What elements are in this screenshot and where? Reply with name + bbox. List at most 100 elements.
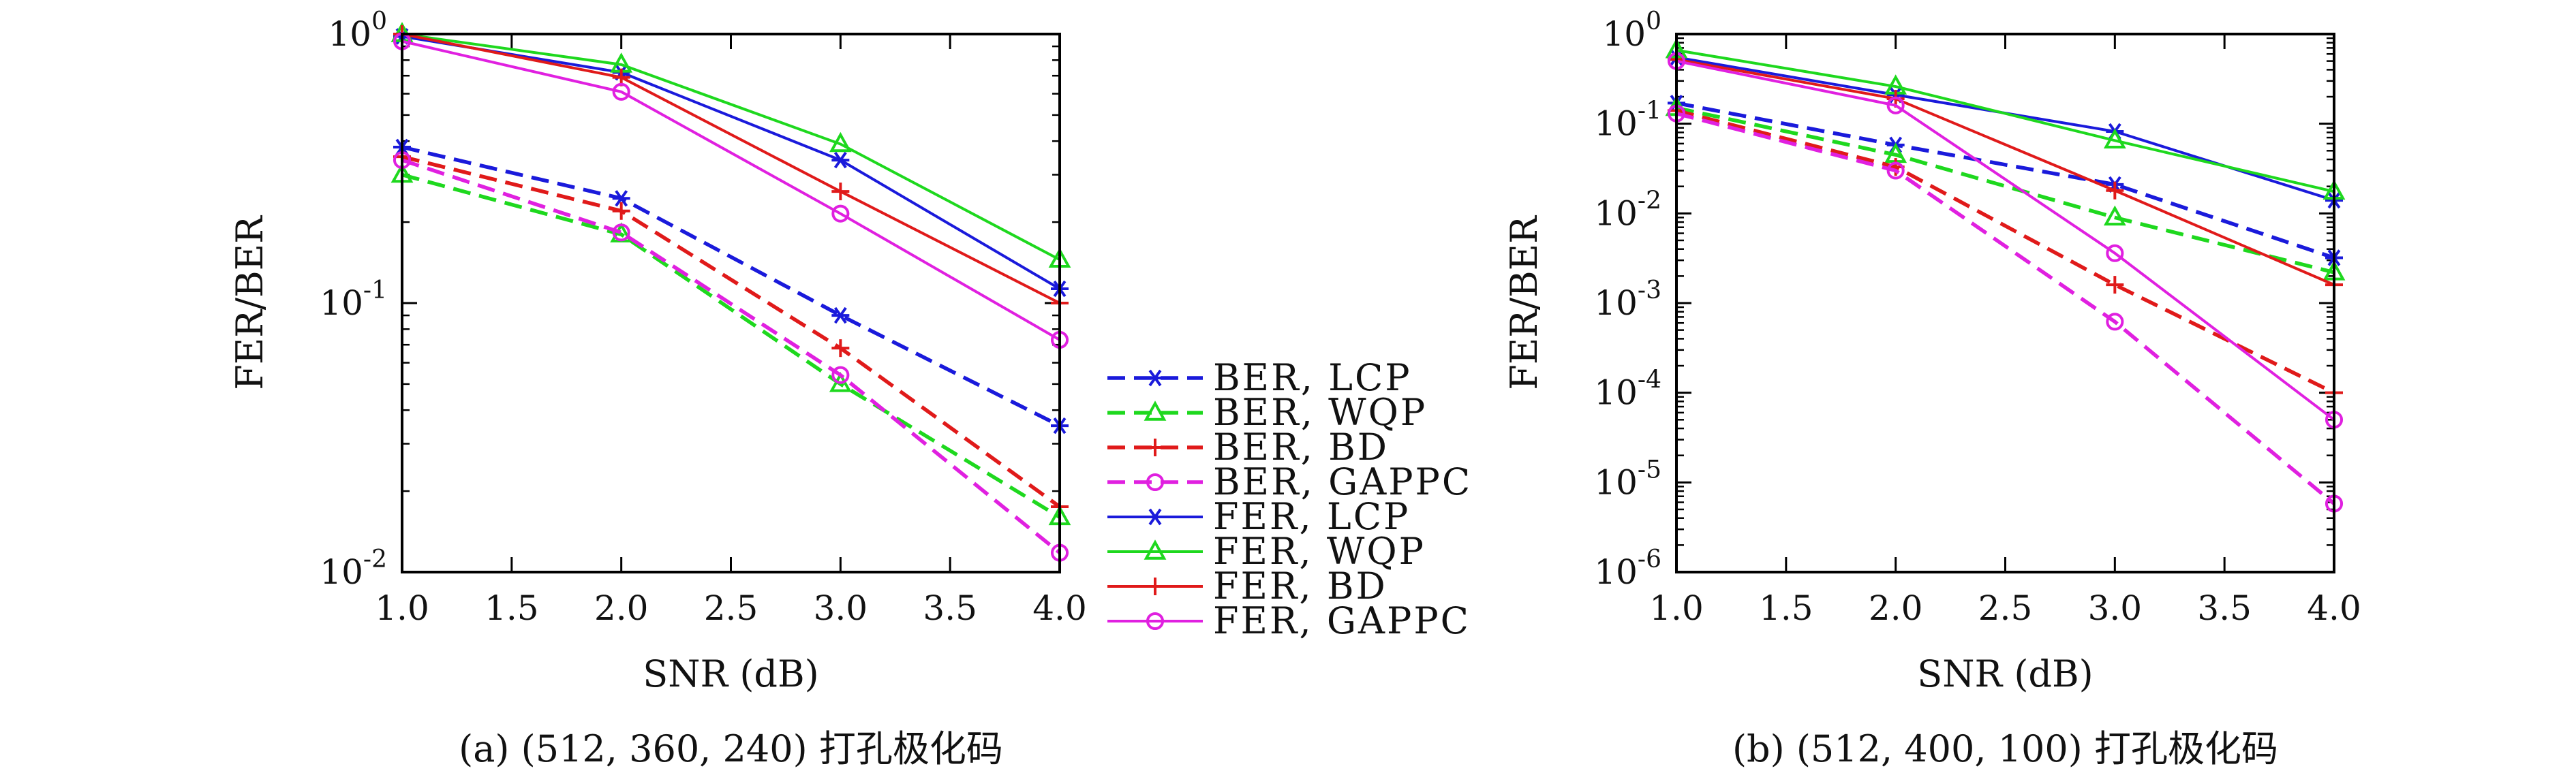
x-tick-label: 2.5 — [1978, 588, 2033, 628]
series-line-a-5 — [401, 33, 1060, 262]
y-tick-exponent: -3 — [1638, 277, 1661, 304]
x-axis-label: SNR (dB) — [643, 652, 818, 695]
series-line-a-7 — [401, 40, 1060, 341]
y-tick-exponent: -1 — [1638, 97, 1661, 125]
data-point-marker — [2106, 244, 2124, 262]
y-tick-label: 100 — [1602, 7, 1661, 54]
x-axis-label: SNR (dB) — [1917, 652, 2093, 695]
legend-entry: FER, GAPPC — [1107, 599, 1471, 642]
chart-caption: (a) (512, 360, 240) 打孔极化码 — [459, 727, 1003, 770]
series-line-a-0 — [401, 145, 1061, 428]
legend-entry: BER, BD — [1107, 426, 1389, 469]
y-tick-exponent: -6 — [1638, 546, 1661, 573]
y-tick-label: 10-1 — [1594, 97, 1661, 144]
y-tick-base: 10 — [1594, 104, 1638, 144]
series-line-a-6 — [401, 33, 1060, 304]
y-tick-exponent: 0 — [371, 7, 387, 35]
data-point-marker — [2103, 205, 2126, 226]
data-point-marker — [2103, 128, 2126, 149]
y-tick-base: 10 — [1594, 193, 1638, 233]
legend-entry: BER, GAPPC — [1107, 460, 1472, 503]
y-tick-exponent: -2 — [1638, 187, 1661, 215]
legend-entry: FER, LCP — [1107, 495, 1410, 538]
data-point-marker — [612, 223, 630, 242]
y-tick-label: 10-2 — [320, 546, 387, 592]
legend-label: BER, BD — [1213, 426, 1389, 469]
y-tick-base: 10 — [1594, 552, 1638, 592]
x-tick-label: 2.0 — [594, 588, 649, 628]
data-point-marker — [831, 339, 850, 358]
y-tick-label: 100 — [328, 7, 387, 54]
series-line-b-1 — [1676, 106, 2335, 274]
y-tick-exponent: 0 — [1646, 7, 1661, 35]
data-point-marker — [831, 183, 850, 201]
series-line-a-3 — [401, 158, 1061, 554]
plot-frame — [401, 33, 1061, 573]
legend-marker — [1146, 473, 1165, 492]
x-tick-label: 2.5 — [704, 588, 758, 628]
series-line-b-2 — [1676, 108, 2335, 395]
y-tick-base: 10 — [320, 283, 363, 323]
legend-entry: FER, BD — [1107, 565, 1387, 608]
legend-label: FER, LCP — [1213, 495, 1410, 538]
data-point-marker — [1886, 161, 1905, 180]
y-axis-label: FER/BER — [228, 215, 271, 390]
data-point-marker — [1886, 96, 1905, 114]
y-tick-base: 10 — [320, 552, 363, 592]
legend-entry: BER, LCP — [1107, 356, 1410, 399]
x-tick-label: 3.5 — [2197, 588, 2252, 628]
y-tick-base: 10 — [328, 14, 371, 54]
legend-marker — [1146, 439, 1164, 456]
x-tick-label: 3.0 — [814, 588, 868, 628]
data-point-marker — [829, 131, 852, 153]
data-point-marker — [2106, 181, 2124, 200]
x-tick-label: 3.5 — [923, 588, 977, 628]
y-tick-label: 10-3 — [1594, 277, 1661, 323]
y-tick-label: 10-5 — [1594, 456, 1661, 502]
legend-label: BER, WQP — [1213, 391, 1427, 434]
legend-marker — [1146, 612, 1165, 631]
y-tick-base: 10 — [1594, 283, 1638, 323]
data-point-marker — [612, 82, 630, 101]
x-tick-label: 2.0 — [1869, 588, 1923, 628]
y-tick-label: 10-4 — [1594, 366, 1661, 413]
data-point-marker — [831, 204, 850, 223]
series-line-a-4 — [401, 35, 1061, 290]
legend-marker — [1146, 578, 1164, 595]
y-tick-base: 10 — [1602, 14, 1646, 54]
legend-marker — [1146, 508, 1164, 526]
x-tick-label: 4.0 — [1032, 588, 1087, 628]
legend-label: FER, BD — [1213, 565, 1387, 608]
series-line-b-6 — [1676, 58, 2335, 286]
legend-label: FER, GAPPC — [1213, 599, 1471, 642]
x-tick-label: 4.0 — [2307, 588, 2361, 628]
legend-label: BER, GAPPC — [1213, 460, 1472, 503]
data-point-marker — [831, 306, 850, 324]
data-point-marker — [612, 202, 630, 220]
series-line-b-0 — [1676, 101, 2335, 260]
legend-marker — [1144, 400, 1167, 421]
y-tick-exponent: -1 — [363, 277, 387, 304]
series-line-a-2 — [401, 155, 1061, 509]
y-tick-exponent: -2 — [363, 546, 387, 573]
y-tick-exponent: -4 — [1638, 366, 1661, 394]
series-line-a-1 — [401, 172, 1061, 519]
x-tick-label: 1.0 — [375, 588, 429, 628]
chart-caption: (b) (512, 400, 100) 打孔极化码 — [1732, 727, 2278, 770]
y-tick-label: 10-1 — [320, 277, 387, 323]
data-point-marker — [612, 190, 630, 207]
series-line-b-5 — [1676, 48, 2335, 193]
x-tick-label: 1.0 — [1649, 588, 1704, 628]
data-point-marker — [2106, 313, 2124, 331]
legend-label: FER, WQP — [1213, 530, 1426, 573]
x-tick-label: 3.0 — [2088, 588, 2143, 628]
x-tick-label: 1.5 — [1759, 588, 1813, 628]
legend-marker — [1146, 369, 1164, 387]
x-tick-label: 1.5 — [485, 588, 539, 628]
series-line-b-3 — [1676, 112, 2335, 505]
series-line-b-7 — [1676, 59, 2335, 421]
